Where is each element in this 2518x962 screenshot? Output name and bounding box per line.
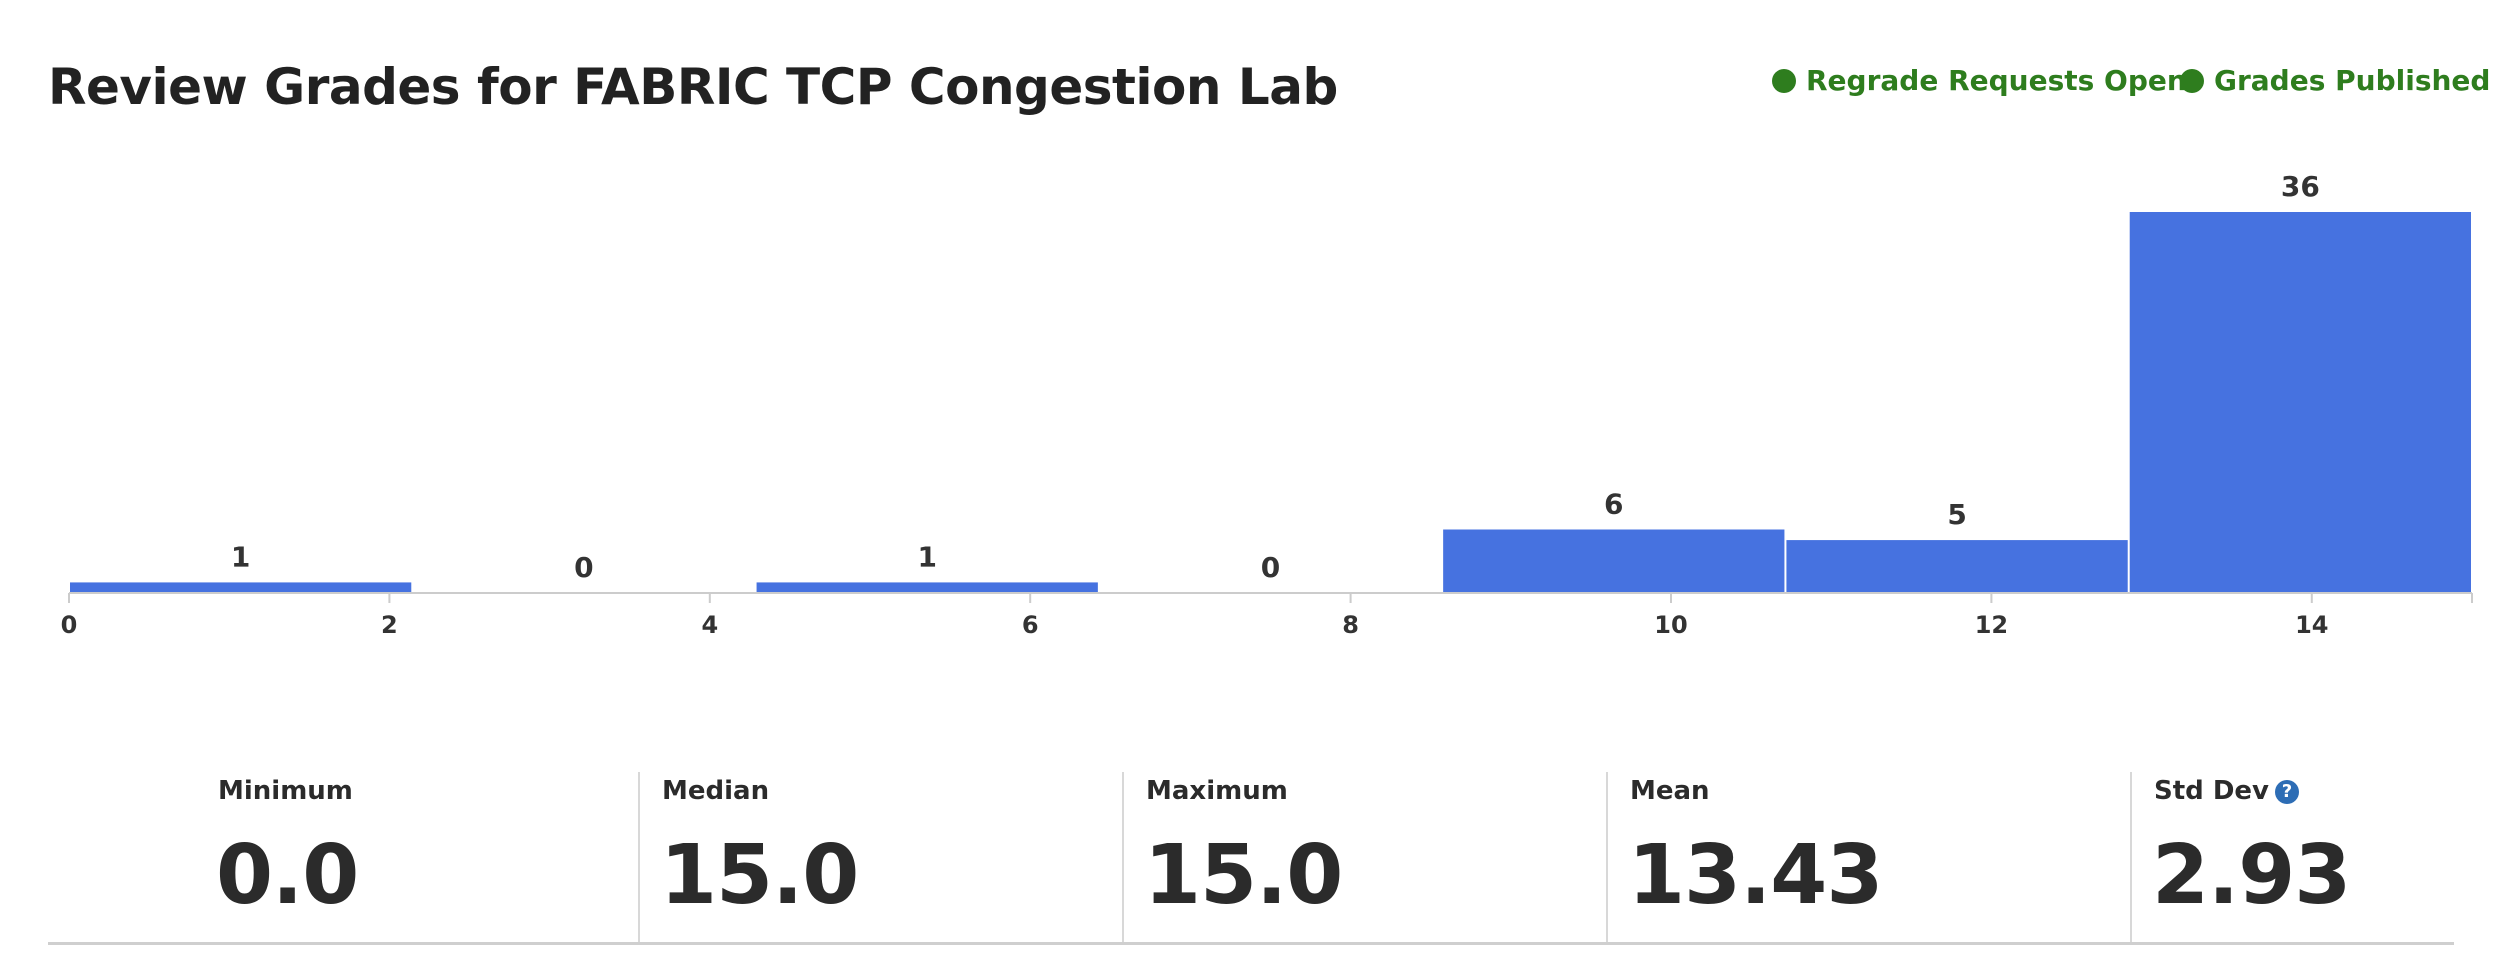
x-tick-label: 8 bbox=[1342, 611, 1359, 639]
page-title: Review Grades for FABRIC TCP Congestion … bbox=[48, 58, 1338, 116]
stat-value: 0.0 bbox=[216, 828, 359, 923]
stat-maximum: Maximum 15.0 bbox=[1122, 772, 1608, 942]
x-tick-label: 12 bbox=[1975, 611, 2008, 639]
stat-mean: Mean 13.43 bbox=[1606, 772, 2132, 942]
stat-value: 13.43 bbox=[1628, 828, 1883, 923]
status-grades-published: Grades Published bbox=[2180, 64, 2490, 97]
histogram-bar[interactable] bbox=[2129, 212, 2471, 593]
stat-median: Median 15.0 bbox=[638, 772, 1124, 942]
bar-count-label: 0 bbox=[1261, 551, 1280, 584]
stat-label: Median bbox=[662, 776, 770, 806]
bar-count-label: 36 bbox=[2281, 170, 2320, 203]
histogram-bar[interactable] bbox=[70, 582, 412, 593]
stat-label: Minimum bbox=[218, 776, 353, 806]
stat-label: Maximum bbox=[1146, 776, 1288, 806]
stat-value: 15.0 bbox=[660, 828, 859, 923]
stat-minimum: Minimum 0.0 bbox=[48, 772, 638, 942]
status-label: Regrade Requests Open bbox=[1806, 64, 2187, 97]
stat-value: 15.0 bbox=[1144, 828, 1343, 923]
x-tick-label: 10 bbox=[1654, 611, 1687, 639]
help-icon[interactable]: ? bbox=[2274, 780, 2299, 804]
x-tick-label: 4 bbox=[701, 611, 718, 639]
histogram-bar[interactable] bbox=[756, 582, 1098, 593]
x-tick-label: 6 bbox=[1022, 611, 1039, 639]
stat-std-dev: Std Dev? 2.93 bbox=[2130, 772, 2456, 942]
bar-count-label: 1 bbox=[917, 540, 936, 573]
x-tick-label: 14 bbox=[2295, 611, 2328, 639]
bar-count-label: 6 bbox=[1604, 488, 1623, 521]
bar-count-label: 0 bbox=[574, 551, 593, 584]
stat-label-text: Std Dev bbox=[2154, 776, 2269, 806]
stat-label: Std Dev? bbox=[2154, 776, 2299, 806]
status-regrade-requests-open: Regrade Requests Open bbox=[1772, 64, 2187, 97]
grade-statistics: Minimum 0.0 Median 15.0 Maximum 15.0 Mea… bbox=[48, 772, 2454, 945]
x-tick-label: 0 bbox=[61, 611, 78, 639]
histogram-bar[interactable] bbox=[1443, 529, 1785, 594]
bar-count-label: 1 bbox=[231, 540, 250, 573]
histogram-bar[interactable] bbox=[1786, 540, 2128, 593]
stat-label: Mean bbox=[1630, 776, 1710, 806]
stat-value: 2.93 bbox=[2152, 828, 2351, 923]
bar-count-label: 5 bbox=[1947, 498, 1966, 531]
status-dot-icon bbox=[2180, 68, 2204, 93]
status-label: Grades Published bbox=[2214, 64, 2491, 97]
x-tick-label: 2 bbox=[381, 611, 398, 639]
status-dot-icon bbox=[1772, 68, 1796, 93]
grade-histogram: 1 0 1 06 536 0 2 4 6 8 10 12 14 bbox=[61, 170, 2473, 639]
